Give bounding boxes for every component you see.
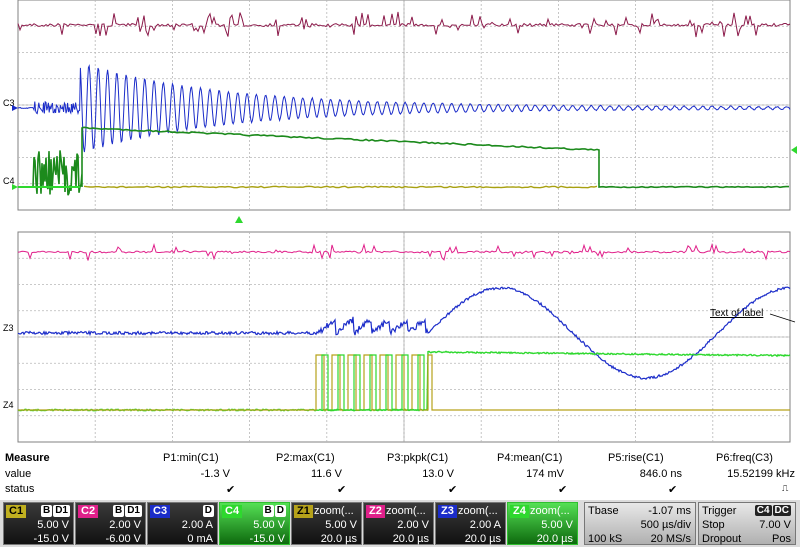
channel-tag: C1 [6, 505, 27, 518]
channel-scale: 5.00 V [325, 519, 357, 531]
trace-z3 [17, 286, 791, 381]
measure-value-row: value -1.3 V 11.6 V 13.0 V 174 mV 846.0 … [0, 468, 800, 484]
tb-samples: 100 kS [588, 533, 623, 545]
param-value-5: 846.0 ns [639, 468, 682, 480]
channel-title: zoom(... [314, 505, 354, 517]
c3-offset-marker [12, 105, 18, 111]
trace-c1 [17, 11, 791, 38]
tb-delay: -1.07 ms [648, 505, 691, 517]
annotation-arrow [769, 313, 796, 323]
param-name-5[interactable]: P5:rise(C1) [608, 452, 664, 464]
channel-descriptor-z1[interactable]: Z1 zoom(... 5.00 V 20.0 µs [291, 502, 362, 545]
channel-title: zoom(... [458, 505, 498, 517]
status-check-5-icon: ✔ [668, 484, 678, 496]
trace-c3 [17, 64, 791, 153]
channel-scale: 2.00 V [109, 519, 141, 531]
status-check-1-icon: ✔ [226, 484, 236, 496]
channel-descriptor-z4[interactable]: Z4 zoom(... 5.00 V 20.0 µs [507, 502, 578, 545]
trace-c1-baseline [83, 185, 598, 189]
label-z4: Z4 [3, 400, 14, 410]
channel-flags: B D1 [40, 505, 70, 517]
channel-title: zoom(... [386, 505, 426, 517]
measure-status-row: status ✔ ✔ ✔ ✔ ✔ ⎍ [0, 483, 800, 499]
param-value-1: -1.3 V [200, 468, 230, 480]
status-check-4-icon: ✔ [558, 484, 568, 496]
channel-descriptor-z2[interactable]: Z2 zoom(... 2.00 V 20.0 µs [363, 502, 434, 545]
param-name-3[interactable]: P3:pkpk(C1) [387, 452, 449, 464]
channel-tag: C3 [150, 505, 171, 518]
channel-offset: -15.0 V [249, 533, 285, 545]
measure-table: Measure P1:min(C1) P2:max(C1) P3:pkpk(C1… [0, 450, 800, 500]
channel-flags: B D1 [112, 505, 142, 517]
param-name-4[interactable]: P4:mean(C1) [497, 452, 563, 464]
tb-label: Tbase [588, 505, 619, 517]
value-row-label: value [5, 468, 32, 480]
scope-display[interactable]: C3 C4 Z3 Z4 Text of label [0, 0, 800, 450]
channel-offset: 20.0 µs [464, 533, 501, 545]
channel-tag: Z2 [366, 505, 385, 518]
label-c3: C3 [3, 98, 15, 108]
label-c4: C4 [3, 176, 15, 186]
channel-scale: 5.00 V [37, 519, 69, 531]
param-value-6: 15.52199 kHz [727, 468, 795, 480]
status-check-2-icon: ✔ [337, 484, 347, 496]
measure-header: Measure [5, 452, 50, 464]
trig-level: 7.00 V [759, 519, 791, 531]
channel-descriptor-c1[interactable]: C1 B D1 5.00 V -15.0 V [3, 502, 74, 545]
trigger-level-marker [791, 146, 797, 154]
channel-descriptor-c2[interactable]: C2 B D1 2.00 V -6.00 V [75, 502, 146, 545]
param-value-3: 13.0 V [422, 468, 454, 480]
channel-tag: Z4 [510, 505, 529, 518]
param-name-2[interactable]: P2:max(C1) [276, 452, 335, 464]
measure-header-row: Measure P1:min(C1) P2:max(C1) P3:pkpk(C1… [0, 452, 800, 468]
channel-scale: 2.00 A [469, 519, 501, 531]
trig-label: Trigger [702, 505, 737, 517]
channel-descriptor-z3[interactable]: Z3 zoom(... 2.00 A 20.0 µs [435, 502, 506, 545]
param-name-6[interactable]: P6:freq(C3) [716, 452, 773, 464]
c4-offset-marker [12, 184, 18, 190]
trig-source-badges: C4 DC [754, 505, 791, 516]
channel-offset: 20.0 µs [320, 533, 357, 545]
channel-scale: 2.00 V [397, 519, 429, 531]
channel-offset: 0 mA [187, 533, 213, 545]
waveform-canvas[interactable]: C3 C4 Z3 Z4 Text of label [0, 0, 800, 450]
channel-tag: C4 [222, 505, 243, 518]
channel-descriptor-strip: C1 B D1 5.00 V -15.0 V C2 B D1 2.00 V -6.00 V C3 D 2… [0, 500, 800, 547]
param-value-2: 11.6 V [311, 468, 342, 480]
label-z3: Z3 [3, 323, 14, 333]
channel-descriptor-c3[interactable]: C3 D 2.00 A 0 mA [147, 502, 218, 545]
status-waveform-icon: ⎍ [782, 483, 789, 493]
trigger-descriptor[interactable]: Trigger Stop 7.00 V Dropout Pos C4 DC [698, 502, 796, 545]
param-name-1[interactable]: P1:min(C1) [163, 452, 219, 464]
status-row-label: status [5, 483, 35, 495]
timebase-descriptor[interactable]: Tbase -1.07 ms 500 µs/div 100 kS 20 MS/s [584, 502, 696, 545]
channel-offset: -15.0 V [33, 533, 69, 545]
trig-type: Dropout [702, 533, 742, 545]
param-value-4: 174 mV [526, 468, 564, 480]
channel-flags: D [202, 505, 214, 517]
trig-mode: Stop [702, 519, 725, 531]
trace-c4 [18, 126, 789, 196]
channel-tag: Z1 [294, 505, 313, 518]
channel-offset: -6.00 V [105, 533, 141, 545]
trace-z2 [17, 242, 791, 261]
trigger-time-marker [235, 216, 243, 223]
channel-tag: C2 [78, 505, 99, 518]
trig-slope: Pos [772, 533, 791, 545]
channel-tag: Z3 [438, 505, 457, 518]
trace-z4-pulses [321, 354, 425, 411]
channel-offset: 20.0 µs [536, 533, 573, 545]
channel-descriptor-c4[interactable]: C4 B D 5.00 V -15.0 V [219, 502, 290, 545]
annotation-label: Text of label [710, 308, 763, 319]
channel-title: zoom(... [530, 505, 570, 517]
channel-scale: 5.00 V [253, 519, 285, 531]
channel-offset: 20.0 µs [392, 533, 429, 545]
channel-scale: 5.00 V [541, 519, 573, 531]
status-check-3-icon: ✔ [448, 484, 458, 496]
tb-rate: 20 MS/s [650, 533, 691, 545]
tb-div: 500 µs/div [640, 519, 691, 531]
channel-scale: 2.00 A [181, 519, 213, 531]
